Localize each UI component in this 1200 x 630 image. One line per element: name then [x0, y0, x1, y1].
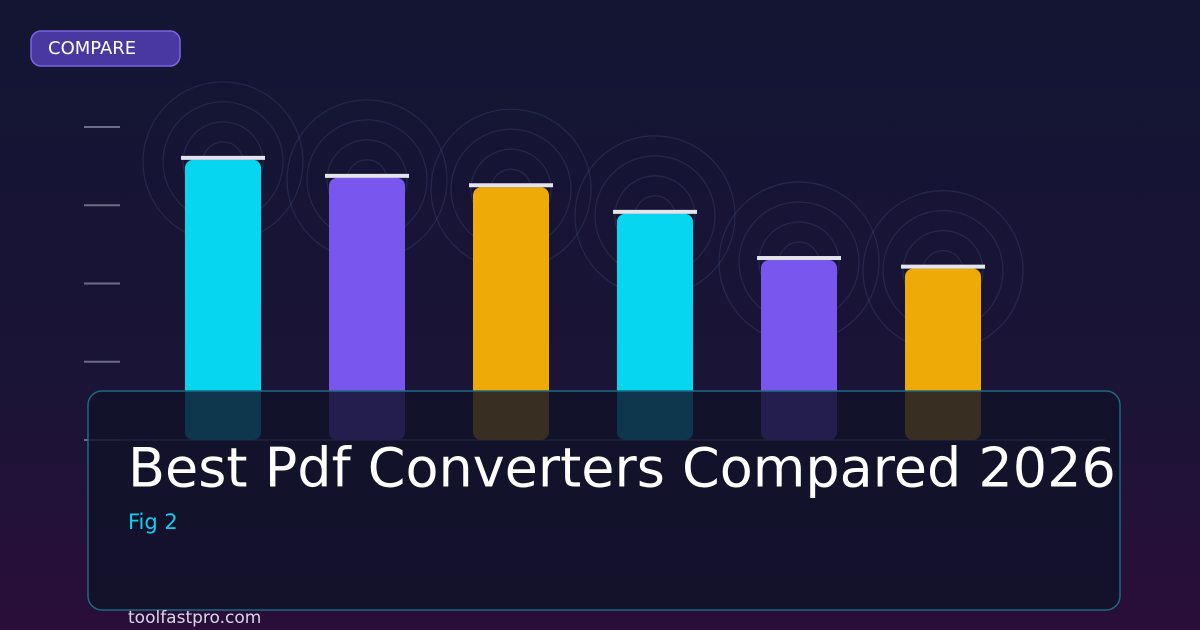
bar: [185, 159, 261, 441]
bar-cap: [325, 173, 409, 178]
bar: [329, 177, 405, 441]
footer: toolfastpro.com: [128, 608, 261, 628]
badge-label: COMPARE: [48, 38, 136, 59]
bar-cap: [469, 183, 553, 188]
caption-panel: [87, 390, 1121, 611]
chart-subtitle: Fig 2: [128, 510, 178, 534]
bar-cap: [613, 209, 697, 214]
bar: [473, 187, 549, 440]
badge[interactable]: [30, 30, 181, 67]
chart-title: Best Pdf Converters Compared 2026: [128, 437, 1116, 500]
bar: [617, 213, 693, 440]
bar-cap: [901, 264, 985, 269]
bar-cap: [181, 155, 265, 160]
bar-cap: [757, 256, 841, 261]
